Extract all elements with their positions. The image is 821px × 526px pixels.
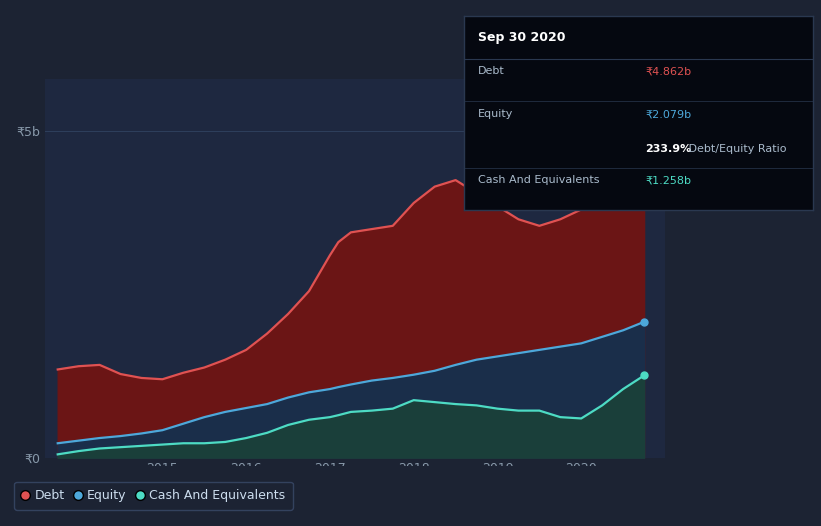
Text: Cash And Equivalents: Cash And Equivalents [478,175,599,185]
Text: ₹2.079b: ₹2.079b [645,109,691,119]
Text: ₹1.258b: ₹1.258b [645,175,691,185]
Text: ₹4.862b: ₹4.862b [645,66,691,76]
Text: Sep 30 2020: Sep 30 2020 [478,32,566,44]
Text: Debt: Debt [478,66,505,76]
Text: Debt/Equity Ratio: Debt/Equity Ratio [686,144,787,154]
Text: 233.9%: 233.9% [645,144,691,154]
Legend: Debt, Equity, Cash And Equivalents: Debt, Equity, Cash And Equivalents [15,482,293,510]
Text: Equity: Equity [478,109,513,119]
